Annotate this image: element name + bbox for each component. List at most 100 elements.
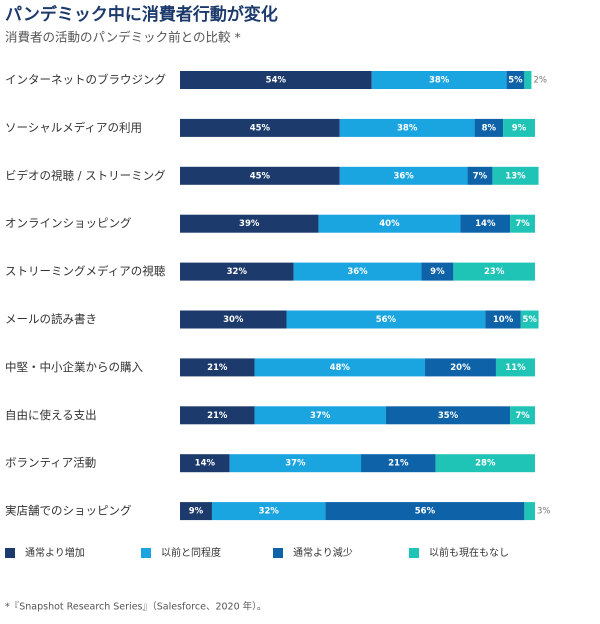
bar-segment <box>211 502 326 521</box>
value-label: 37% <box>285 459 306 469</box>
category-label: ストリーミングメディアの視聴 <box>5 264 166 278</box>
value-label: 39% <box>239 219 260 229</box>
bar-segment <box>474 118 504 137</box>
value-label: 23% <box>484 267 505 277</box>
bar-segment <box>524 502 535 521</box>
bar-segment <box>180 406 255 425</box>
bar-segment <box>254 406 386 425</box>
bar-segment <box>254 358 425 377</box>
legend-label: 通常より増加 <box>25 546 85 559</box>
bar-segment <box>435 454 535 473</box>
bar-segment <box>361 454 436 473</box>
value-label: 38% <box>397 123 418 133</box>
bar-segment <box>503 118 535 137</box>
bar-segment <box>180 454 230 473</box>
bar-segment <box>180 262 294 281</box>
category-label: 実店舗でのショッピング <box>5 504 132 518</box>
legend-swatch <box>273 548 283 558</box>
bar-segment <box>453 262 535 281</box>
value-label: 45% <box>250 123 271 133</box>
bar-segment <box>495 358 535 377</box>
bar-segment <box>424 358 496 377</box>
bar-segment <box>325 502 525 521</box>
bar-segment <box>339 118 475 137</box>
value-label: 40% <box>379 219 400 229</box>
value-label: 3% <box>537 507 551 517</box>
bar-segment <box>286 310 486 329</box>
bar-segment <box>510 214 535 233</box>
legend-label: 以前と同程度 <box>161 546 221 559</box>
bar-segment <box>467 166 493 185</box>
value-label: 36% <box>393 171 414 181</box>
bar-segment <box>339 166 468 185</box>
value-label: 14% <box>475 219 496 229</box>
value-label: 21% <box>207 363 228 373</box>
value-label: 30% <box>223 315 244 325</box>
value-label: 5% <box>508 76 523 86</box>
value-label: 9% <box>430 267 445 277</box>
bar-segment <box>524 71 532 89</box>
bar-segment <box>421 262 454 281</box>
value-label: 21% <box>207 411 228 421</box>
category-label: メールの読み書き <box>5 312 97 326</box>
bar-segment <box>510 406 535 425</box>
bar-segment <box>485 310 521 329</box>
chart-subtitle: 消費者の活動のパンデミック前との比較 * <box>5 30 241 45</box>
category-label: 中堅・中小企業からの購入 <box>5 360 143 374</box>
legend-label: 通常より減少 <box>293 546 353 559</box>
value-label: 13% <box>505 171 526 181</box>
bar-segment <box>180 358 255 377</box>
bar-segment <box>506 71 525 89</box>
bar-segment <box>180 502 212 521</box>
value-label: 38% <box>429 76 450 86</box>
value-label: 45% <box>250 171 271 181</box>
value-label: 56% <box>415 507 436 517</box>
category-label: 自由に使える支出 <box>5 408 97 422</box>
bar-segment <box>180 166 340 185</box>
bar-segment <box>229 454 362 473</box>
value-label: 7% <box>515 411 530 421</box>
category-label: ソーシャルメディアの利用 <box>5 120 142 134</box>
category-label: インターネットのブラウジング <box>5 73 166 87</box>
category-label: オンラインショッピング <box>5 216 132 230</box>
value-label: 5% <box>522 315 537 325</box>
bar-segment <box>371 71 507 89</box>
value-label: 9% <box>512 123 527 133</box>
legend-label: 以前も現在もなし <box>429 546 509 559</box>
value-label: 7% <box>473 171 488 181</box>
legend-swatch <box>409 548 419 558</box>
bar-segment <box>180 71 372 89</box>
bar-segment <box>293 262 422 281</box>
value-label: 28% <box>475 459 496 469</box>
value-label: 32% <box>227 267 248 277</box>
footnote: *『Snapshot Research Series』（Salesforce、2… <box>5 601 266 613</box>
value-label: 11% <box>505 363 526 373</box>
value-label: 48% <box>330 363 351 373</box>
value-label: 54% <box>266 76 287 86</box>
value-label: 56% <box>376 315 397 325</box>
bar-segment <box>385 406 511 425</box>
value-label: 36% <box>347 267 368 277</box>
bar-segment <box>180 310 287 329</box>
value-label: 2% <box>533 76 547 86</box>
value-label: 9% <box>189 507 204 517</box>
value-label: 10% <box>493 315 514 325</box>
bar-segment <box>180 118 340 137</box>
bar-segment <box>180 214 319 233</box>
legend-swatch <box>5 548 15 558</box>
value-label: 32% <box>259 507 280 517</box>
chart-title: パンデミック中に消費者行動が変化 <box>5 4 278 25</box>
value-label: 14% <box>195 459 216 469</box>
bar-segment <box>318 214 461 233</box>
value-label: 8% <box>482 123 497 133</box>
bar-segment <box>492 166 539 185</box>
value-label: 37% <box>310 411 331 421</box>
category-label: ビデオの視聴 / ストリーミング <box>5 168 166 182</box>
value-label: 21% <box>388 459 409 469</box>
bar-segment <box>460 214 511 233</box>
legend-swatch <box>141 548 151 558</box>
category-label: ボランティア活動 <box>5 456 96 470</box>
bar-segment <box>520 310 539 329</box>
value-label: 20% <box>450 363 471 373</box>
